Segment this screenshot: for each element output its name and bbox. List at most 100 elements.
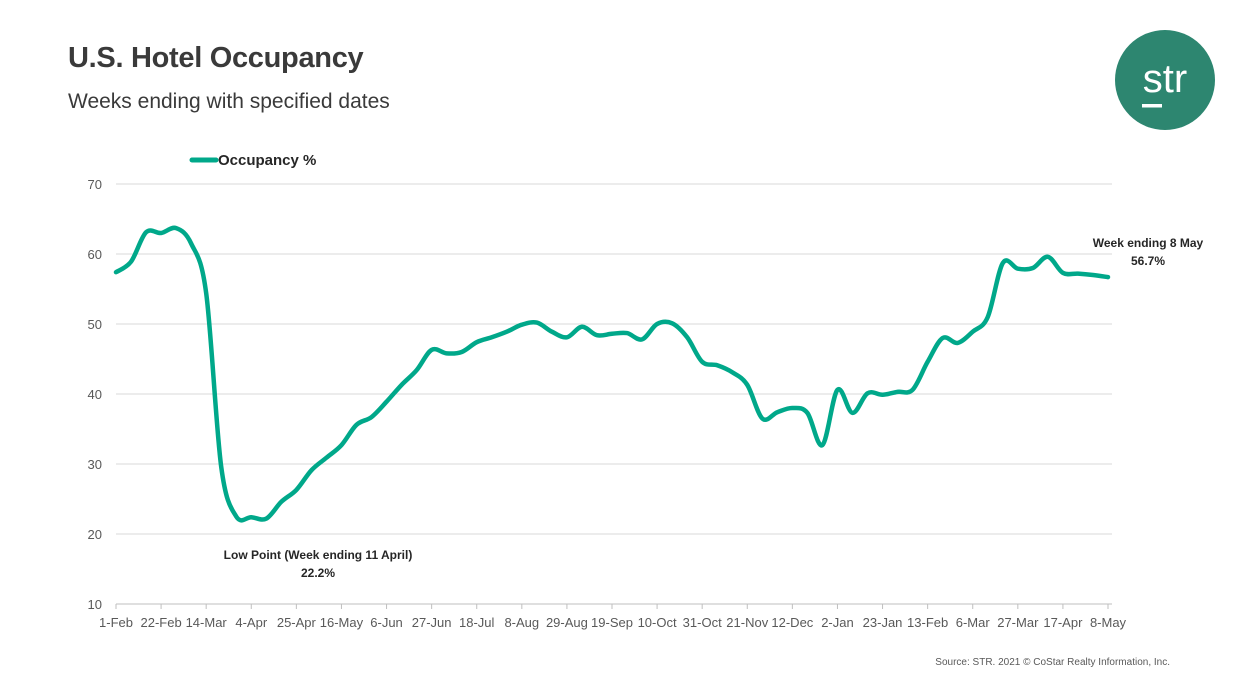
data-point <box>1031 266 1035 270</box>
data-point <box>204 291 208 295</box>
data-point <box>159 231 163 235</box>
x-tick-label: 1-Feb <box>99 615 133 630</box>
data-point <box>535 321 539 325</box>
data-point <box>415 368 419 372</box>
data-point <box>655 322 659 326</box>
x-tick-label: 29-Aug <box>546 615 588 630</box>
source-note: Source: STR. 2021 © CoStar Realty Inform… <box>935 657 1170 668</box>
data-point <box>911 388 915 392</box>
data-point <box>625 331 629 335</box>
data-point <box>835 388 839 392</box>
data-point <box>580 325 584 329</box>
data-point <box>264 517 268 521</box>
data-point <box>715 363 719 367</box>
data-point <box>971 330 975 334</box>
annotation-latest-value: 56.7% <box>1131 254 1165 268</box>
data-point <box>730 370 734 374</box>
data-point <box>941 336 945 340</box>
data-point <box>1046 255 1050 259</box>
data-point <box>219 465 223 469</box>
y-tick-label: 70 <box>88 177 102 192</box>
x-tick-label: 22-Feb <box>140 615 181 630</box>
data-point <box>1001 261 1005 265</box>
data-point <box>790 406 794 410</box>
x-tick-label: 23-Jan <box>863 615 903 630</box>
data-point <box>144 230 148 234</box>
annotation-low-point-value: 22.2% <box>301 566 335 580</box>
data-point <box>670 321 674 325</box>
data-point <box>385 400 389 404</box>
x-tick-label: 10-Oct <box>638 615 677 630</box>
y-tick-label: 40 <box>88 387 102 402</box>
logo-circle <box>1115 30 1215 130</box>
data-point <box>595 333 599 337</box>
str-logo: str <box>1115 30 1215 130</box>
data-point <box>850 411 854 415</box>
data-point <box>324 456 328 460</box>
data-point <box>309 468 313 472</box>
data-point <box>700 360 704 364</box>
logo-text: str <box>1143 57 1187 101</box>
data-point <box>881 393 885 397</box>
x-tick-label: 8-May <box>1090 615 1127 630</box>
data-point <box>986 315 990 319</box>
data-point <box>505 330 509 334</box>
x-tick-label: 21-Nov <box>726 615 768 630</box>
data-point <box>189 242 193 246</box>
x-tick-label: 27-Mar <box>997 615 1039 630</box>
data-point <box>1091 273 1095 277</box>
data-point <box>775 410 779 414</box>
data-point <box>805 411 809 415</box>
data-point <box>114 270 118 274</box>
x-tick-label: 18-Jul <box>459 615 495 630</box>
y-tick-label: 30 <box>88 457 102 472</box>
annotation-low-point: Low Point (Week ending 11 April) <box>224 548 413 562</box>
x-tick-label: 31-Oct <box>683 615 722 630</box>
x-tick-label: 13-Feb <box>907 615 948 630</box>
data-point <box>1076 272 1080 276</box>
x-tick-label: 27-Jun <box>412 615 452 630</box>
x-tick-label: 2-Jan <box>821 615 854 630</box>
x-tick-label: 8-Aug <box>504 615 539 630</box>
x-tick-label: 16-May <box>320 615 364 630</box>
x-tick-label: 12-Dec <box>771 615 813 630</box>
legend: Occupancy % <box>189 152 316 169</box>
data-point <box>490 335 494 339</box>
data-point <box>1016 267 1020 271</box>
data-point <box>354 423 358 427</box>
logo-underline <box>1142 104 1162 108</box>
data-point <box>550 330 554 334</box>
annotation-latest: Week ending 8 May <box>1093 236 1204 250</box>
x-tick-label: 19-Sep <box>591 615 633 630</box>
data-point <box>820 443 824 447</box>
data-point <box>565 335 569 339</box>
y-tick-label: 20 <box>88 527 102 542</box>
series-line-occupancy <box>113 225 1111 523</box>
x-tick-label: 6-Mar <box>956 615 991 630</box>
data-point <box>249 515 253 519</box>
data-point <box>129 260 133 264</box>
data-point <box>475 340 479 344</box>
data-point <box>520 323 524 327</box>
data-point <box>745 383 749 387</box>
data-point <box>760 417 764 421</box>
data-point <box>1106 275 1110 279</box>
x-tick-label: 17-Apr <box>1043 615 1083 630</box>
data-point <box>896 390 900 394</box>
y-tick-label: 50 <box>88 317 102 332</box>
y-tick-label: 10 <box>88 597 102 612</box>
data-point <box>1061 271 1065 275</box>
data-point <box>445 351 449 355</box>
data-point <box>610 332 614 336</box>
data-point <box>956 341 960 345</box>
data-point <box>279 500 283 504</box>
x-tick-label: 25-Apr <box>277 615 317 630</box>
data-point <box>174 226 178 230</box>
data-point <box>685 335 689 339</box>
data-point <box>400 383 404 387</box>
data-point <box>234 515 238 519</box>
x-tick-label: 4-Apr <box>235 615 267 630</box>
data-point <box>430 348 434 352</box>
data-point <box>294 488 298 492</box>
